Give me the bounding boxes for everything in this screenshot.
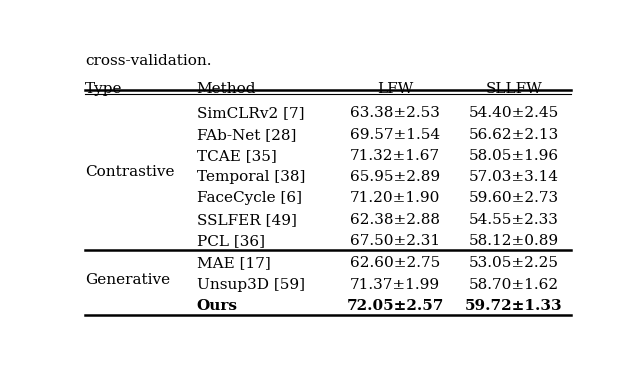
Text: Ours: Ours xyxy=(196,299,237,313)
Text: Type: Type xyxy=(85,82,122,96)
Text: 54.55±2.33: 54.55±2.33 xyxy=(469,213,559,227)
Text: 58.12±0.89: 58.12±0.89 xyxy=(469,234,559,248)
Text: Generative: Generative xyxy=(85,273,170,287)
Text: TCAE [35]: TCAE [35] xyxy=(196,149,276,163)
Text: 71.20±1.90: 71.20±1.90 xyxy=(350,192,440,206)
Text: 57.03±3.14: 57.03±3.14 xyxy=(469,170,559,184)
Text: 69.57±1.54: 69.57±1.54 xyxy=(350,128,440,142)
Text: Temporal [38]: Temporal [38] xyxy=(196,170,305,184)
Text: 71.32±1.67: 71.32±1.67 xyxy=(350,149,440,163)
Text: SSLFER [49]: SSLFER [49] xyxy=(196,213,296,227)
Text: 58.70±1.62: 58.70±1.62 xyxy=(469,277,559,291)
Text: SimCLRv2 [7]: SimCLRv2 [7] xyxy=(196,107,304,121)
Text: Contrastive: Contrastive xyxy=(85,165,175,179)
Text: FAb-Net [28]: FAb-Net [28] xyxy=(196,128,296,142)
Text: 53.05±2.25: 53.05±2.25 xyxy=(469,256,559,270)
Text: 56.62±2.13: 56.62±2.13 xyxy=(469,128,559,142)
Text: 62.38±2.88: 62.38±2.88 xyxy=(350,213,440,227)
Text: 59.72±1.33: 59.72±1.33 xyxy=(465,299,563,313)
Text: Unsup3D [59]: Unsup3D [59] xyxy=(196,277,305,291)
Text: 63.38±2.53: 63.38±2.53 xyxy=(350,107,440,121)
Text: 71.37±1.99: 71.37±1.99 xyxy=(350,277,440,291)
Text: 58.05±1.96: 58.05±1.96 xyxy=(469,149,559,163)
Text: Method: Method xyxy=(196,82,256,96)
Text: 59.60±2.73: 59.60±2.73 xyxy=(469,192,559,206)
Text: FaceCycle [6]: FaceCycle [6] xyxy=(196,192,301,206)
Text: 62.60±2.75: 62.60±2.75 xyxy=(350,256,440,270)
Text: LFW: LFW xyxy=(377,82,413,96)
Text: MAE [17]: MAE [17] xyxy=(196,256,270,270)
Text: 72.05±2.57: 72.05±2.57 xyxy=(346,299,444,313)
Text: cross-validation.: cross-validation. xyxy=(85,54,211,68)
Text: SLLFW: SLLFW xyxy=(486,82,542,96)
Text: PCL [36]: PCL [36] xyxy=(196,234,264,248)
Text: 54.40±2.45: 54.40±2.45 xyxy=(469,107,559,121)
Text: 67.50±2.31: 67.50±2.31 xyxy=(350,234,440,248)
Text: 65.95±2.89: 65.95±2.89 xyxy=(350,170,440,184)
